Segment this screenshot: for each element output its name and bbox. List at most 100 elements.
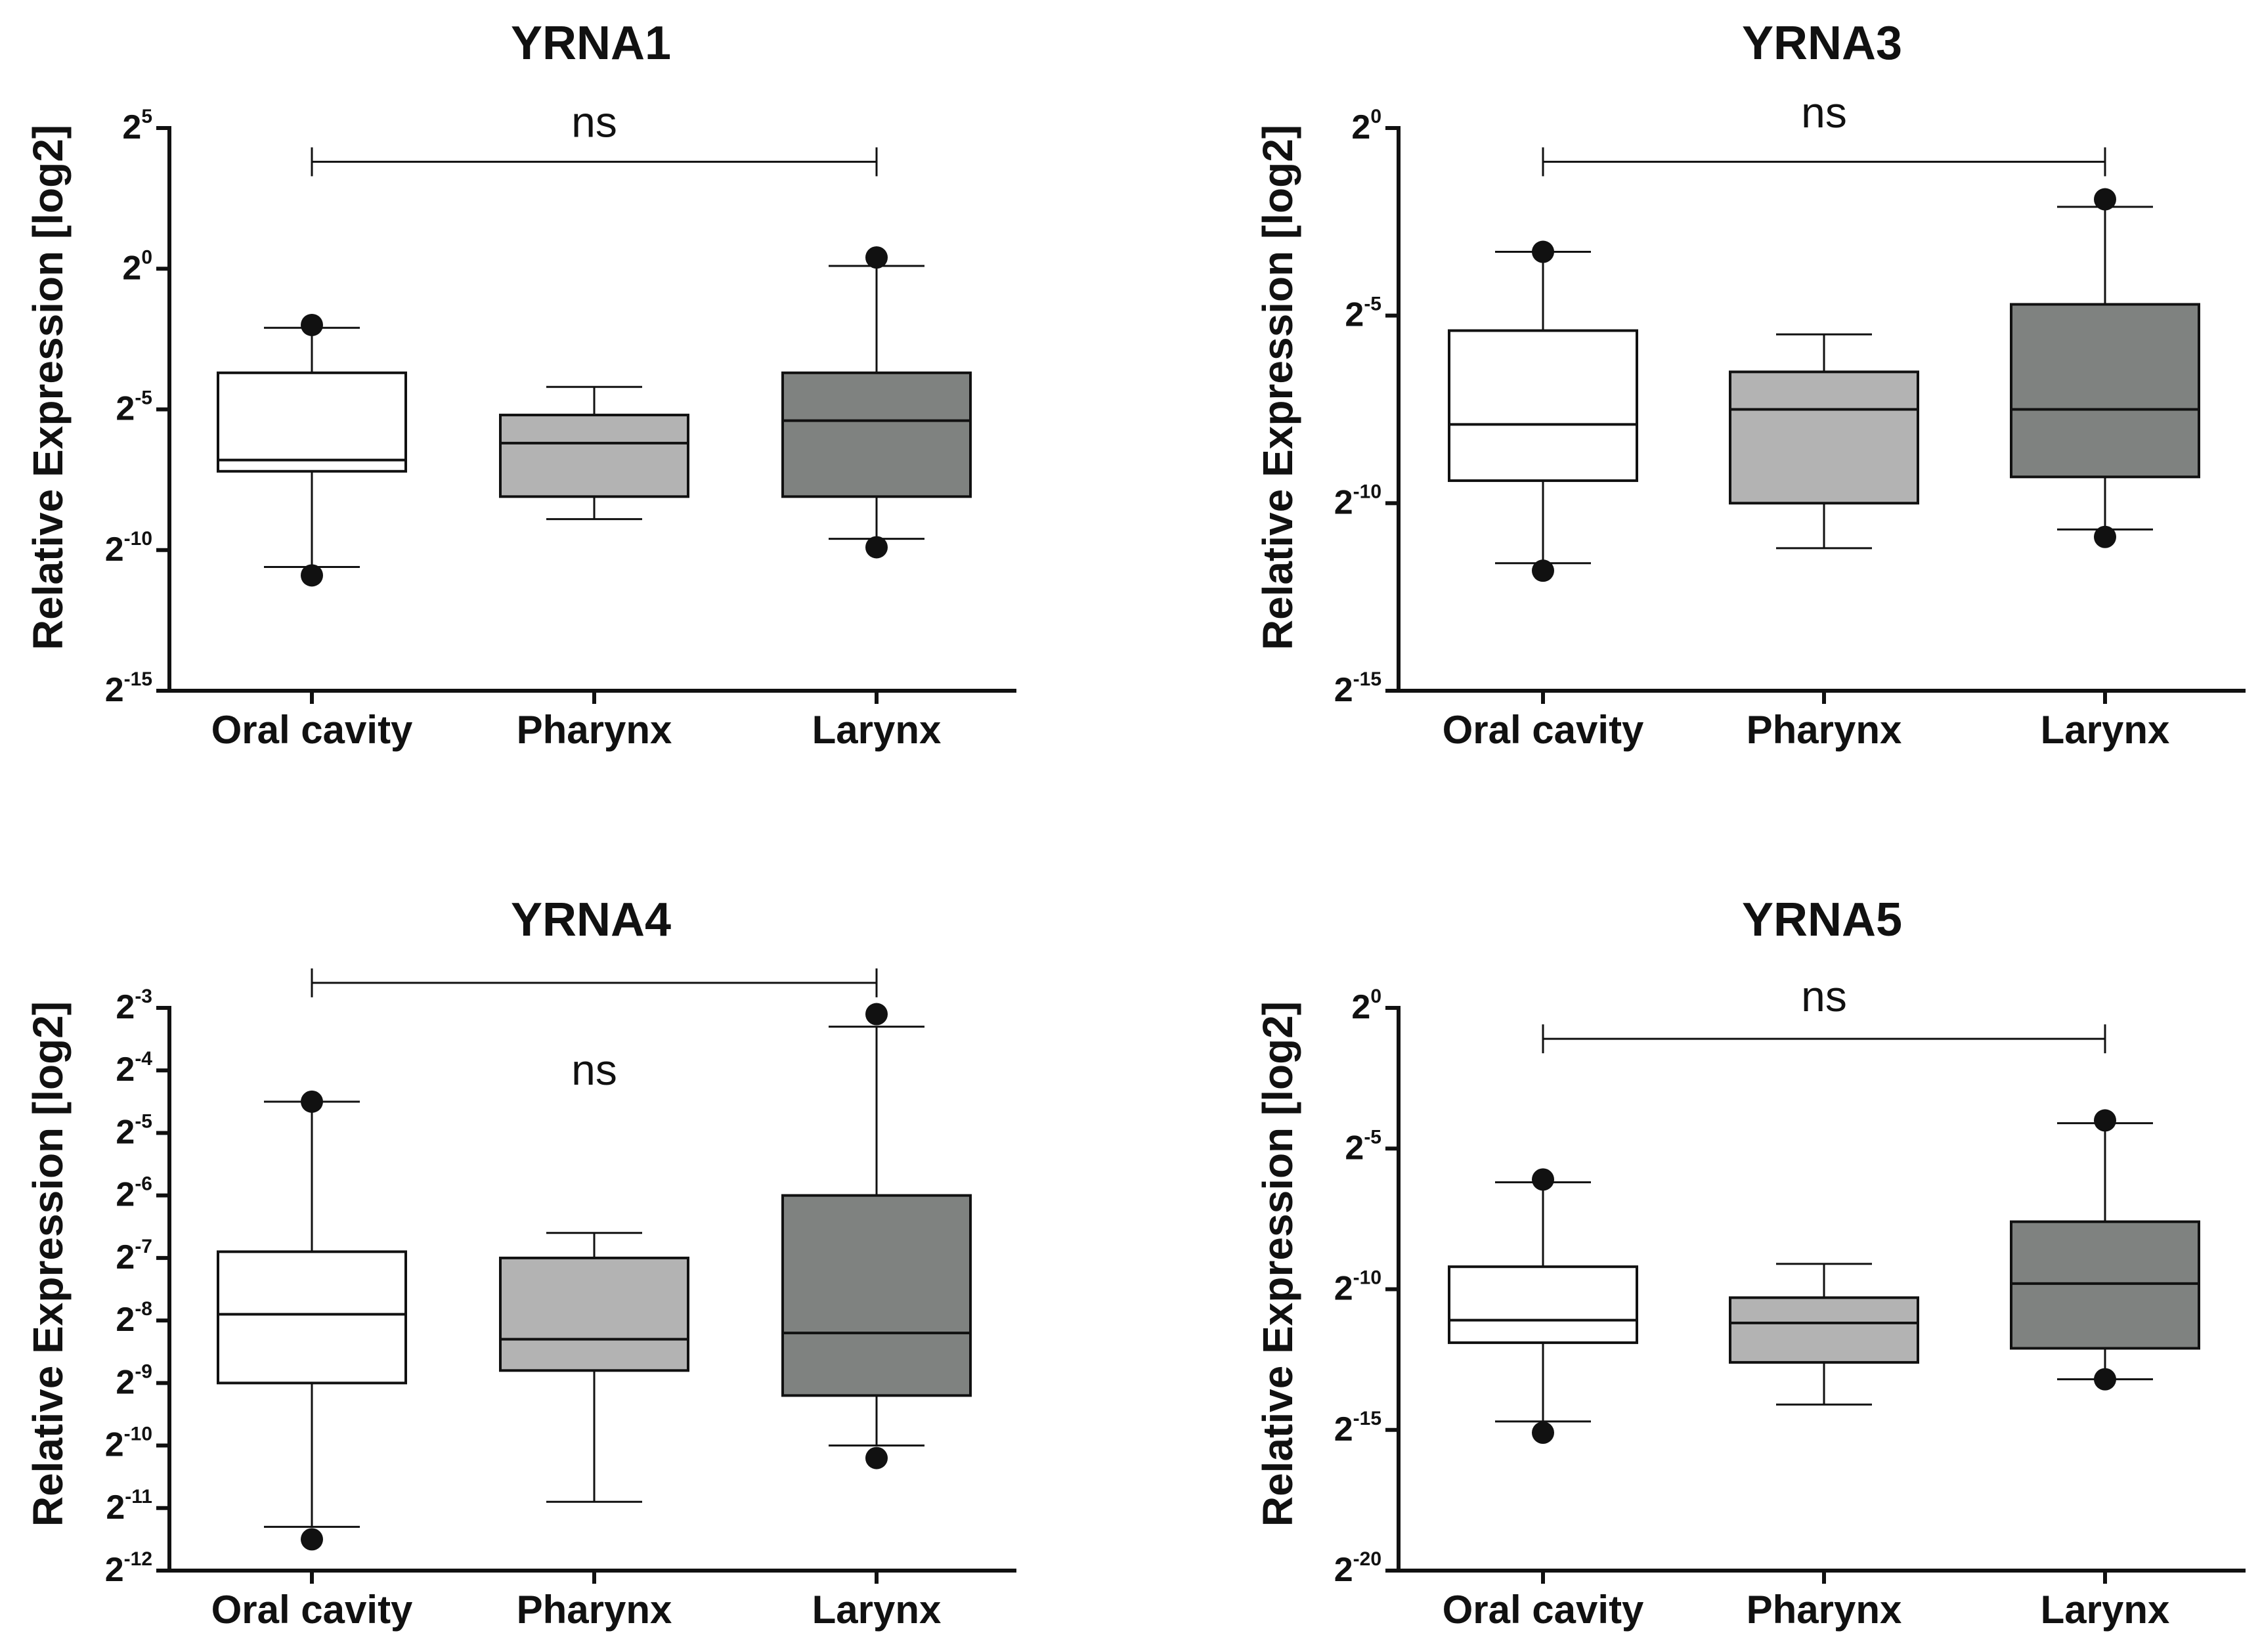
y-tick-label: 2-4 (116, 1048, 152, 1089)
box-iqr (2010, 303, 2200, 479)
y-tick-exponent: 0 (1370, 986, 1381, 1007)
x-categories: Oral cavity Pharynx Larynx (211, 691, 942, 752)
y-tick-label: 20 (122, 246, 152, 287)
boxes (1448, 1109, 2200, 1445)
boxes (1448, 188, 2200, 582)
y-tick-label: 2-3 (116, 986, 152, 1026)
y-tick-exponent: -8 (135, 1298, 152, 1320)
y-tick-base: 2 (122, 249, 141, 287)
y-tick-label: 20 (1351, 986, 1381, 1026)
outlier-point (1532, 559, 1554, 582)
y-tick-label: 2-15 (105, 668, 152, 709)
y-tick-base: 2 (105, 671, 124, 709)
box-iqr (1448, 1265, 1638, 1344)
y-tick-label: 2-10 (1334, 1267, 1381, 1308)
box-iqr (217, 1250, 407, 1385)
x-category-label: Oral cavity (1443, 708, 1644, 752)
y-tick-exponent: 0 (141, 246, 152, 268)
y-tick-exponent: -10 (1353, 1267, 1381, 1289)
y-ticks: 2-32-42-52-62-72-82-92-102-112-12 (105, 986, 169, 1589)
panel-0: YRNA1 Relative Expression [log2] 25202-5… (24, 17, 1016, 752)
outlier-point (865, 536, 888, 559)
y-tick-exponent: -5 (1364, 1126, 1381, 1148)
y-tick-label: 2-9 (116, 1360, 152, 1401)
y-tick-exponent: -15 (1353, 668, 1381, 690)
panel-2: YRNA4 Relative Expression [log2] 2-32-42… (24, 894, 1016, 1632)
y-tick-label: 2-15 (1334, 1408, 1381, 1448)
box-iqr (499, 414, 689, 498)
y-axis-label: Relative Expression [log2] (24, 125, 72, 650)
y-tick-exponent: -5 (135, 1110, 152, 1132)
outlier-point (1532, 1422, 1554, 1445)
y-tick-exponent: -4 (135, 1048, 152, 1070)
y-tick-base: 2 (1334, 1270, 1353, 1308)
y-ticks: 202-52-102-15 (1334, 106, 1399, 709)
significance-label: ns (1801, 88, 1847, 137)
panel-1: YRNA3 Relative Expression [log2] 2 0 2-5 2-… (1254, 17, 2246, 752)
y-tick-exponent: -10 (124, 528, 152, 550)
significance: ns (1542, 88, 2106, 177)
x-categories: Oral cavity Pharynx Larynx (1443, 1571, 2170, 1632)
y-tick-exponent: -3 (135, 986, 152, 1007)
y-tick-label: 2-5 (1345, 293, 1381, 334)
y-tick-label: 2-10 (105, 528, 152, 569)
y-tick-base: 2 (1345, 1129, 1364, 1167)
y-tick-exponent: -12 (124, 1548, 152, 1570)
chart-title: YRNA5 (1742, 894, 1902, 946)
y-tick-exponent: -10 (1353, 481, 1381, 502)
y-tick-label: 2-20 (1334, 1548, 1381, 1589)
outlier-point (301, 1528, 323, 1551)
box-iqr (217, 371, 407, 473)
y-tick-label: 2-10 (1334, 481, 1381, 521)
chart-title: YRNA3 (1742, 17, 1902, 70)
x-category-label: Larynx (2041, 1588, 2170, 1632)
significance-label: ns (1801, 972, 1847, 1020)
y-tick-base: 2 (1334, 483, 1353, 521)
panel-3: YRNA5 Relative Expression [log2] 202-52-… (1254, 894, 2246, 1632)
box-iqr (781, 1194, 972, 1397)
y-tick-base: 2 (116, 988, 135, 1026)
y-axis-label: Relative Expression [log2] (1254, 125, 1301, 650)
y-tick-label: 2-10 (105, 1424, 152, 1464)
outlier-point (865, 246, 888, 269)
x-category-label: Pharynx (1747, 1588, 1902, 1632)
y-tick-base: 2 (105, 1551, 124, 1589)
y-tick-exponent: -11 (125, 1486, 152, 1508)
y-ticks: 202-52-102-152-20 (1334, 986, 1399, 1589)
y-tick-exponent: -6 (135, 1173, 152, 1195)
y-tick-exponent: -15 (124, 668, 152, 690)
outlier-point (1532, 240, 1554, 263)
x-category-label: Pharynx (517, 708, 672, 752)
x-category-label: Pharynx (1747, 708, 1902, 752)
y-tick-base: 2 (116, 1301, 135, 1339)
outlier-point (2094, 525, 2116, 548)
x-category-label: Larynx (812, 708, 942, 752)
y-tick-base: 2 (116, 390, 135, 428)
x-category-label: Oral cavity (211, 1588, 413, 1632)
y-tick-exponent: 5 (141, 106, 152, 127)
significance: ns (311, 97, 878, 177)
y-axis-label: Relative Expression [log2] (1254, 1001, 1301, 1527)
significance-label: ns (571, 1045, 617, 1094)
y-tick-exponent: -5 (135, 387, 152, 409)
y-tick-exponent: -20 (1353, 1548, 1381, 1570)
boxes (217, 1003, 972, 1551)
outlier-point (301, 1090, 323, 1113)
outlier-point (865, 1003, 888, 1026)
x-category-label: Larynx (812, 1588, 942, 1632)
y-tick-base: 2 (116, 1238, 135, 1276)
boxes (217, 246, 972, 587)
significance: ns (1542, 972, 2106, 1054)
box-iqr (499, 1256, 689, 1372)
y-axis-label: Relative Expression [log2] (24, 1001, 72, 1527)
y-tick-base: 2 (116, 1113, 135, 1151)
y-tick-base: 2 (106, 1489, 125, 1527)
outlier-point (1532, 1168, 1554, 1191)
y-tick-base: 2 (1351, 988, 1370, 1026)
outlier-point (301, 313, 323, 336)
y-tick-exponent: 0 (1370, 106, 1381, 127)
y-tick-exponent: -15 (1353, 1408, 1381, 1429)
y-tick-exponent: -5 (1364, 293, 1381, 315)
